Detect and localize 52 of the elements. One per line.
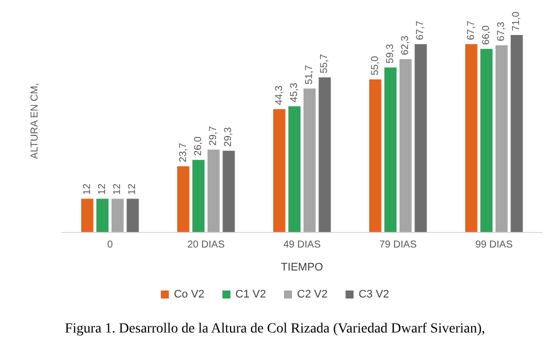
data-label: 44,3 bbox=[274, 85, 285, 106]
bar bbox=[304, 88, 316, 232]
data-label: 67,7 bbox=[415, 20, 426, 40]
data-label: 59,3 bbox=[384, 44, 396, 64]
bar bbox=[192, 160, 204, 232]
x-tick-label: 99 DIAS bbox=[475, 240, 513, 250]
bar bbox=[273, 109, 286, 232]
bar bbox=[126, 198, 139, 232]
bar bbox=[81, 198, 94, 232]
bar bbox=[414, 44, 427, 232]
data-label: 71,0 bbox=[511, 11, 522, 31]
data-label: 23,7 bbox=[178, 142, 189, 162]
bar bbox=[96, 198, 108, 232]
x-tick-label: 49 DIAS bbox=[283, 240, 321, 250]
data-label: 12 bbox=[96, 183, 108, 195]
bar bbox=[480, 48, 492, 232]
bar bbox=[465, 44, 478, 232]
bar bbox=[177, 166, 190, 232]
data-label: 45,3 bbox=[288, 82, 300, 102]
data-label: 66,0 bbox=[480, 24, 492, 45]
bar bbox=[400, 59, 412, 232]
bar bbox=[384, 67, 396, 232]
data-label: 51,7 bbox=[304, 64, 316, 85]
legend-label: C3 V2 bbox=[358, 288, 390, 300]
x-tick-label: 20 DIAS bbox=[187, 240, 225, 250]
data-label: 12 bbox=[127, 183, 138, 195]
x-tick-label: 0 bbox=[107, 240, 114, 250]
bar bbox=[510, 34, 523, 232]
data-label: 29,3 bbox=[223, 126, 234, 147]
data-label: 29,7 bbox=[208, 126, 220, 146]
legend-label: C1 V2 bbox=[235, 288, 266, 300]
data-label: 12 bbox=[112, 183, 124, 195]
data-label: 55,7 bbox=[319, 54, 330, 74]
bar bbox=[369, 79, 382, 232]
bar bbox=[112, 198, 124, 232]
data-label: 67,7 bbox=[466, 20, 477, 40]
data-label: 12 bbox=[82, 183, 93, 195]
legend-label: C2 V2 bbox=[297, 288, 328, 300]
bar bbox=[496, 45, 508, 232]
data-label: 26,0 bbox=[192, 136, 204, 156]
y-axis-title: ALTURA EN CM, bbox=[30, 83, 40, 159]
bar bbox=[222, 150, 235, 232]
bar bbox=[318, 77, 331, 232]
x-axis-title: TIEMPO bbox=[280, 262, 324, 274]
data-label: 62,3 bbox=[400, 35, 412, 56]
bar bbox=[208, 150, 220, 232]
x-tick-label: 79 DIAS bbox=[379, 240, 417, 250]
data-label: 67,3 bbox=[496, 21, 508, 42]
legend-label: Co V2 bbox=[174, 288, 204, 300]
bar bbox=[288, 106, 300, 232]
text: Figura 1. Desarrollo de la Altura de Col Rizada (Variedad Dwarf Siverian), bbox=[64, 322, 486, 336]
data-label: 55,0 bbox=[370, 55, 381, 76]
